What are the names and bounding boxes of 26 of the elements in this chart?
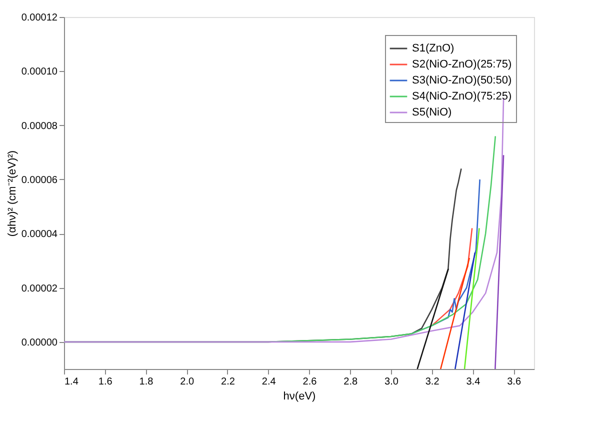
x-tick-label: 3.0	[384, 376, 399, 388]
x-tick-label: 3.4	[466, 376, 481, 388]
x-tick-label: 2.6	[302, 376, 318, 388]
y-tick-label: 0.00004	[21, 229, 58, 240]
x-tick-label: 1.6	[98, 376, 113, 388]
y-tick-label: 0.00012	[21, 12, 58, 24]
x-tick-label: 3.2	[425, 376, 440, 388]
x-tick-label: 1.4	[64, 376, 79, 388]
y-tick-label: 0.00002	[21, 283, 58, 294]
x-tick-label: 2.2	[221, 376, 236, 388]
x-axis-title: hν(eV)	[283, 390, 316, 402]
legend-label: S4(NiO-ZnO)(75:25)	[412, 90, 512, 102]
x-tick-label: 2.0	[180, 376, 194, 388]
y-tick-label: 0.00010	[21, 66, 58, 78]
y-tick-label: 0.00008	[21, 120, 58, 132]
y-tick-label: 0.00006	[21, 174, 58, 186]
x-tick-label: 2.8	[344, 376, 358, 388]
y-tick-label: 0.00000	[21, 337, 58, 348]
y-axis-title: (αhν)² (cm⁻²(eV)²)	[6, 150, 18, 237]
legend-label: S1(ZnO)	[412, 42, 454, 54]
x-tick-label: 1.8	[139, 376, 154, 388]
x-tick-label: 2.4	[262, 376, 276, 388]
legend-label: S2(NiO-ZnO)(25:75)	[412, 58, 512, 70]
legend-label: S3(NiO-ZnO)(50:50)	[412, 74, 512, 86]
legend-label: S5(NiO)	[412, 106, 452, 118]
x-tick-label: 3.6	[507, 376, 522, 388]
